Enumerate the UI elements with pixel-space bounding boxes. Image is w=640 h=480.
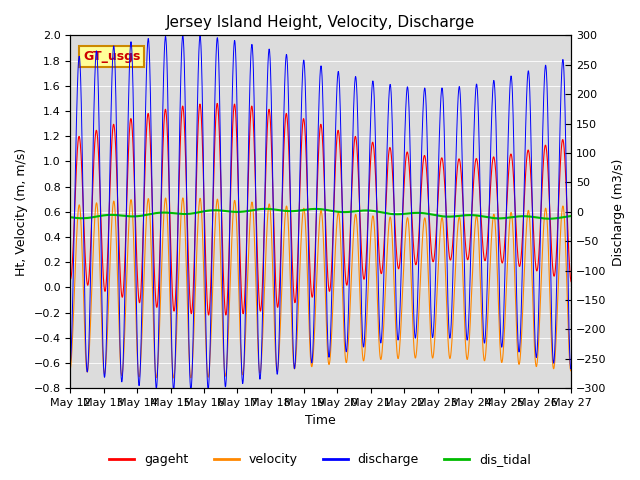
Legend: gageht, velocity, discharge, dis_tidal: gageht, velocity, discharge, dis_tidal (104, 448, 536, 471)
Y-axis label: Ht, Velocity (m, m/s): Ht, Velocity (m, m/s) (15, 148, 28, 276)
Title: Jersey Island Height, Velocity, Discharge: Jersey Island Height, Velocity, Discharg… (166, 15, 476, 30)
Text: GT_usgs: GT_usgs (83, 50, 140, 63)
Y-axis label: Discharge (m3/s): Discharge (m3/s) (612, 158, 625, 265)
X-axis label: Time: Time (305, 414, 336, 427)
